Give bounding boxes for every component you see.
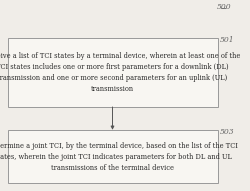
FancyBboxPatch shape bbox=[8, 130, 218, 183]
Text: 500: 500 bbox=[216, 3, 231, 11]
Text: 503: 503 bbox=[220, 128, 234, 136]
FancyBboxPatch shape bbox=[8, 38, 218, 107]
Text: 501: 501 bbox=[220, 36, 234, 44]
Text: Receive a list of TCI states by a terminal device, wherein at least one of the
T: Receive a list of TCI states by a termin… bbox=[0, 52, 241, 93]
Text: Determine a joint TCI, by the terminal device, based on the list of the TCI
stat: Determine a joint TCI, by the terminal d… bbox=[0, 142, 238, 172]
